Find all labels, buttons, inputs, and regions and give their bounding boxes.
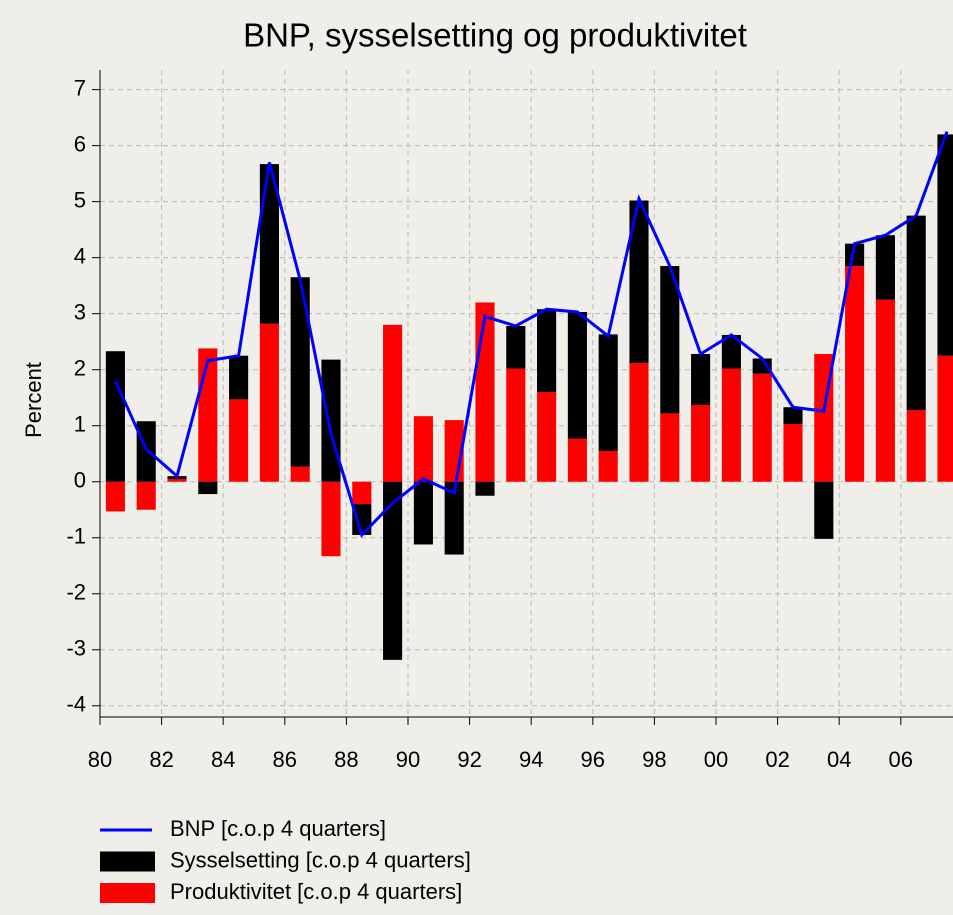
bar bbox=[598, 334, 618, 451]
x-tick-label: 00 bbox=[704, 747, 728, 772]
x-tick-label: 80 bbox=[88, 747, 112, 772]
bar bbox=[352, 504, 372, 535]
bar bbox=[845, 243, 865, 267]
bar bbox=[444, 481, 464, 555]
bar bbox=[105, 481, 125, 512]
y-tick-label: 0 bbox=[74, 468, 86, 493]
bar bbox=[721, 334, 741, 369]
x-tick-label: 94 bbox=[519, 747, 543, 772]
x-tick-label: 02 bbox=[765, 747, 789, 772]
bar bbox=[259, 323, 279, 482]
bar bbox=[383, 324, 403, 482]
axes: -4 -3 -2 -1 0 1 2 3 4 5 6 7 80 82 84 86 88 90 92 94 96 98 00 02… bbox=[66, 70, 953, 772]
bar bbox=[752, 358, 772, 374]
bar bbox=[290, 466, 310, 482]
y-tick-label: 7 bbox=[74, 75, 86, 100]
y-tick-label: 1 bbox=[74, 412, 86, 437]
x-tick-label: 88 bbox=[334, 747, 358, 772]
bar bbox=[814, 481, 834, 539]
x-tick-label: 06 bbox=[889, 747, 913, 772]
bar bbox=[783, 424, 803, 482]
y-tick-label: 2 bbox=[74, 356, 86, 381]
bar bbox=[475, 481, 495, 496]
x-tick-label: 86 bbox=[273, 747, 297, 772]
bar bbox=[229, 399, 249, 482]
plot-area bbox=[100, 70, 953, 717]
bar bbox=[660, 413, 680, 482]
y-tick-label: -1 bbox=[66, 524, 86, 549]
x-tick-label: 98 bbox=[642, 747, 666, 772]
bar bbox=[691, 404, 711, 482]
bar bbox=[383, 481, 403, 660]
line bbox=[114, 131, 949, 538]
legend-label: BNP [c.o.p 4 quarters] bbox=[170, 816, 386, 841]
y-axis-label: Percent bbox=[21, 362, 46, 438]
y-tick-label: 3 bbox=[74, 299, 86, 324]
x-tick-label: 82 bbox=[149, 747, 173, 772]
x-tick-label: 92 bbox=[457, 747, 481, 772]
bar bbox=[321, 481, 341, 557]
bar bbox=[413, 416, 433, 482]
bar bbox=[783, 407, 803, 425]
legend-label: Sysselsetting [c.o.p 4 quarters] bbox=[170, 847, 471, 872]
y-tick-label: -4 bbox=[66, 692, 86, 717]
bar bbox=[629, 200, 649, 363]
legend-swatch bbox=[100, 883, 155, 903]
bar bbox=[413, 481, 433, 545]
bar bbox=[475, 302, 495, 482]
y-tick-label: 5 bbox=[74, 187, 86, 212]
x-tick-label: 04 bbox=[827, 747, 851, 772]
bar bbox=[506, 325, 526, 369]
bar bbox=[567, 311, 587, 439]
legend: BNP [c.o.p 4 quarters] Sysselsetting [c.o… bbox=[100, 816, 471, 904]
y-tick-label: 4 bbox=[74, 243, 86, 268]
legend-swatch bbox=[100, 851, 155, 872]
bar bbox=[136, 421, 156, 482]
bar bbox=[845, 266, 865, 482]
bar bbox=[259, 164, 279, 324]
bar bbox=[136, 481, 156, 510]
chart-title: BNP, sysselsetting og produktivitet bbox=[243, 17, 747, 54]
bar bbox=[721, 368, 741, 482]
bar bbox=[321, 359, 341, 482]
bar bbox=[290, 277, 310, 467]
bar bbox=[906, 215, 926, 411]
bar bbox=[937, 134, 953, 356]
bar bbox=[229, 355, 249, 400]
bar bbox=[567, 438, 587, 482]
bar bbox=[198, 481, 218, 495]
bar bbox=[352, 481, 372, 505]
bar bbox=[506, 368, 526, 482]
x-tick-label: 90 bbox=[396, 747, 420, 772]
bar bbox=[875, 235, 895, 300]
bar bbox=[629, 362, 649, 482]
bar bbox=[198, 348, 218, 482]
bar bbox=[167, 478, 187, 482]
bar bbox=[875, 299, 895, 482]
y-tick-label: -2 bbox=[66, 580, 86, 605]
y-tick-label: -3 bbox=[66, 636, 86, 661]
bar bbox=[691, 354, 711, 405]
bar bbox=[752, 373, 772, 482]
bar bbox=[937, 355, 953, 482]
bar bbox=[537, 309, 557, 393]
bar bbox=[105, 351, 125, 482]
x-tick-label: 84 bbox=[211, 747, 235, 772]
y-tick-label: 6 bbox=[74, 131, 86, 156]
x-tick-label: 96 bbox=[581, 747, 605, 772]
bar bbox=[598, 450, 618, 482]
legend-label: Produktivitet [c.o.p 4 quarters] bbox=[170, 879, 462, 904]
bar bbox=[660, 266, 680, 414]
bar bbox=[906, 410, 926, 482]
bar bbox=[537, 392, 557, 482]
